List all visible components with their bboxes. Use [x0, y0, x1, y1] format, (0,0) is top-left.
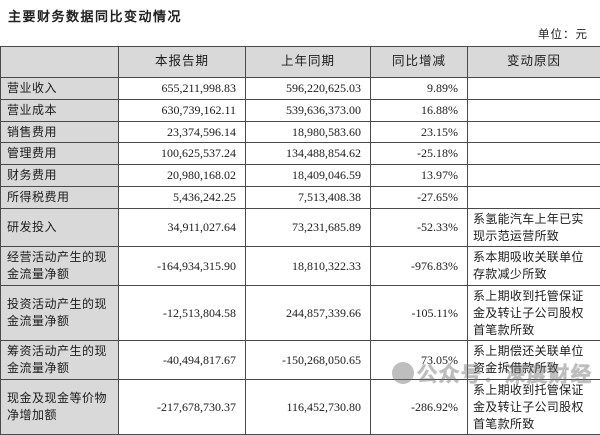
row-label: 筹资活动产生的现金流量净额 [1, 341, 119, 380]
yoy-change-value: -52.33% [371, 208, 468, 247]
row-label: 研发投入 [1, 208, 119, 247]
current-period-value: -217,678,730.37 [119, 379, 246, 434]
prior-period-value: 596,220,625.03 [246, 78, 371, 100]
row-label: 经营活动产生的现金流量净额 [1, 247, 119, 286]
yoy-change-value: 13.97% [371, 165, 468, 187]
yoy-change-value: -286.92% [371, 379, 468, 434]
change-reason [468, 143, 600, 165]
current-period-value: -164,934,315.90 [119, 247, 246, 286]
prior-period-value: 116,452,730.80 [246, 379, 371, 434]
column-header-change-reason: 变动原因 [468, 47, 600, 78]
yoy-change-value: 23.15% [371, 121, 468, 143]
yoy-change-value: 73.05% [371, 341, 468, 380]
column-header-prior-period: 上年同期 [246, 47, 371, 78]
yoy-change-value: 16.88% [371, 99, 468, 121]
table-row: 管理费用 100,625,537.24 134,488,854.62 -25.1… [1, 143, 600, 165]
yoy-change-value: -25.18% [371, 143, 468, 165]
prior-period-value: 7,513,408.38 [246, 186, 371, 208]
column-header-yoy-change: 同比增减 [371, 47, 468, 78]
prior-period-value: 244,857,339.66 [246, 285, 371, 340]
financial-comparison-table: 本报告期 上年同期 同比增减 变动原因 营业收入 655,211,998.83 … [0, 46, 600, 435]
prior-period-value: -150,268,050.65 [246, 341, 371, 380]
row-label: 营业收入 [1, 78, 119, 100]
change-reason: 系氢能汽车上年已实现示范运营所致 [468, 208, 600, 247]
row-label: 管理费用 [1, 143, 119, 165]
row-label: 营业成本 [1, 99, 119, 121]
yoy-change-value: -105.11% [371, 285, 468, 340]
table-row: 财务费用 20,980,168.02 18,409,046.59 13.97% [1, 165, 600, 187]
change-reason: 系上期偿还关联单位资金拆借款所致 [468, 341, 600, 380]
prior-period-value: 134,488,854.62 [246, 143, 371, 165]
change-reason [468, 99, 600, 121]
table-row: 销售费用 23,374,596.14 18,980,583.60 23.15% [1, 121, 600, 143]
current-period-value: 5,436,242.25 [119, 186, 246, 208]
table-row: 筹资活动产生的现金流量净额 -40,494,817.67 -150,268,05… [1, 341, 600, 380]
table-row: 投资活动产生的现金流量净额 -12,513,804.58 244,857,339… [1, 285, 600, 340]
prior-period-value: 18,810,322.33 [246, 247, 371, 286]
current-period-value: 20,980,168.02 [119, 165, 246, 187]
change-reason: 系本期吸收关联单位存款减少所致 [468, 247, 600, 286]
table-header-row: 本报告期 上年同期 同比增减 变动原因 [1, 47, 600, 78]
column-header-blank [1, 47, 119, 78]
change-reason [468, 121, 600, 143]
current-period-value: -12,513,804.58 [119, 285, 246, 340]
yoy-change-value: -976.83% [371, 247, 468, 286]
prior-period-value: 73,231,685.89 [246, 208, 371, 247]
table-row: 营业成本 630,739,162.11 539,636,373.00 16.88… [1, 99, 600, 121]
row-label: 销售费用 [1, 121, 119, 143]
change-reason: 系上期收到托管保证金及转让子公司股权首笔款所致 [468, 285, 600, 340]
current-period-value: 655,211,998.83 [119, 78, 246, 100]
current-period-value: 100,625,537.24 [119, 143, 246, 165]
table-row: 现金及现金等价物净增加额 -217,678,730.37 116,452,730… [1, 379, 600, 434]
row-label: 财务费用 [1, 165, 119, 187]
table-row: 所得税费用 5,436,242.25 7,513,408.38 -27.65% [1, 186, 600, 208]
change-reason [468, 78, 600, 100]
prior-period-value: 18,980,583.60 [246, 121, 371, 143]
table-row: 研发投入 34,911,027.64 73,231,685.89 -52.33%… [1, 208, 600, 247]
row-label: 投资活动产生的现金流量净额 [1, 285, 119, 340]
current-period-value: -40,494,817.67 [119, 341, 246, 380]
row-label: 所得税费用 [1, 186, 119, 208]
yoy-change-value: -27.65% [371, 186, 468, 208]
change-reason [468, 186, 600, 208]
table-row: 经营活动产生的现金流量净额 -164,934,315.90 18,810,322… [1, 247, 600, 286]
yoy-change-value: 9.89% [371, 78, 468, 100]
change-reason: 系上期收到托管保证金及转让子公司股权首笔款所致 [468, 379, 600, 434]
page-title: 主要财务数据同比变动情况 [8, 6, 182, 25]
prior-period-value: 539,636,373.00 [246, 99, 371, 121]
unit-label: 单位：元 [538, 26, 588, 42]
prior-period-value: 18,409,046.59 [246, 165, 371, 187]
row-label: 现金及现金等价物净增加额 [1, 379, 119, 434]
current-period-value: 630,739,162.11 [119, 99, 246, 121]
column-header-current-period: 本报告期 [119, 47, 246, 78]
current-period-value: 34,911,027.64 [119, 208, 246, 247]
table-row: 营业收入 655,211,998.83 596,220,625.03 9.89% [1, 78, 600, 100]
change-reason [468, 165, 600, 187]
current-period-value: 23,374,596.14 [119, 121, 246, 143]
